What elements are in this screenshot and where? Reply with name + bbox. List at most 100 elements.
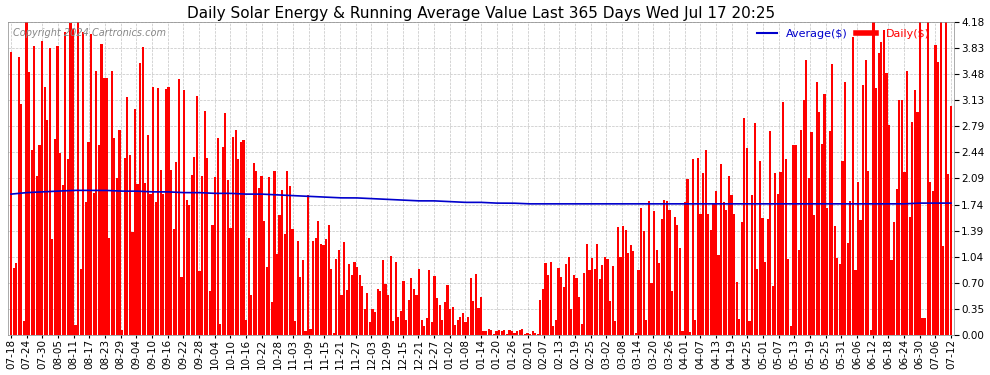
Title: Daily Solar Energy & Running Average Value Last 365 Days Wed Jul 17 20:25: Daily Solar Energy & Running Average Val… — [187, 6, 775, 21]
Bar — [459, 317, 461, 335]
Bar — [844, 82, 846, 335]
Bar — [890, 260, 893, 335]
Bar — [201, 176, 203, 335]
Bar — [919, 22, 921, 335]
Bar — [132, 232, 134, 335]
Bar — [795, 145, 797, 335]
Bar — [13, 268, 15, 335]
Bar — [230, 228, 232, 335]
Bar — [885, 73, 887, 335]
Bar — [544, 263, 546, 335]
Bar — [369, 322, 371, 335]
Bar — [278, 216, 281, 335]
Bar — [188, 204, 190, 335]
Bar — [310, 329, 312, 335]
Bar — [257, 188, 260, 335]
Bar — [911, 122, 914, 335]
Bar — [413, 289, 415, 335]
Bar — [64, 32, 66, 335]
Bar — [862, 86, 864, 335]
Bar — [222, 147, 224, 335]
Bar — [397, 316, 400, 335]
Bar — [540, 300, 542, 335]
Bar — [317, 221, 320, 335]
Bar — [785, 159, 787, 335]
Bar — [149, 194, 151, 335]
Bar — [268, 177, 270, 335]
Bar — [61, 186, 63, 335]
Bar — [743, 117, 745, 335]
Bar — [751, 195, 753, 335]
Bar — [159, 170, 162, 335]
Bar — [824, 94, 826, 335]
Bar — [341, 296, 343, 335]
Bar — [782, 102, 784, 335]
Bar — [291, 229, 294, 335]
Bar — [227, 180, 229, 335]
Bar — [431, 322, 433, 335]
Bar — [529, 333, 532, 335]
Bar — [766, 219, 768, 335]
Bar — [113, 138, 116, 335]
Bar — [464, 321, 466, 335]
Bar — [448, 309, 451, 335]
Bar — [758, 161, 761, 335]
Bar — [684, 202, 686, 335]
Bar — [508, 330, 511, 335]
Bar — [723, 202, 725, 335]
Bar — [769, 131, 771, 335]
Bar — [108, 238, 110, 335]
Bar — [562, 287, 564, 335]
Bar — [761, 218, 763, 335]
Bar — [100, 45, 103, 335]
Bar — [451, 307, 453, 335]
Bar — [872, 22, 874, 335]
Bar — [243, 140, 245, 335]
Bar — [777, 194, 779, 335]
Bar — [323, 245, 325, 335]
Bar — [877, 53, 880, 335]
Bar — [408, 300, 410, 335]
Bar — [180, 277, 182, 335]
Bar — [753, 123, 755, 335]
Bar — [805, 60, 808, 335]
Bar — [126, 97, 129, 335]
Bar — [599, 279, 601, 335]
Bar — [527, 333, 529, 335]
Bar — [718, 255, 720, 335]
Bar — [614, 321, 617, 335]
Bar — [924, 318, 927, 335]
Bar — [44, 87, 46, 335]
Bar — [537, 334, 539, 335]
Bar — [49, 48, 50, 335]
Bar — [15, 263, 17, 335]
Bar — [350, 275, 353, 335]
Bar — [255, 171, 257, 335]
Bar — [137, 184, 139, 335]
Bar — [235, 130, 237, 335]
Bar — [238, 159, 240, 335]
Bar — [366, 293, 368, 335]
Bar — [297, 241, 299, 335]
Bar — [532, 331, 534, 335]
Bar — [304, 331, 307, 335]
Bar — [147, 135, 149, 335]
Bar — [376, 289, 379, 335]
Bar — [692, 159, 694, 335]
Bar — [663, 200, 665, 335]
Bar — [643, 231, 644, 335]
Bar — [446, 285, 448, 335]
Bar — [694, 320, 696, 335]
Bar — [930, 182, 932, 335]
Bar — [857, 183, 859, 335]
Bar — [888, 125, 890, 335]
Bar — [482, 332, 485, 335]
Bar — [779, 172, 782, 335]
Bar — [252, 163, 254, 335]
Bar — [124, 158, 126, 335]
Bar — [488, 329, 490, 335]
Bar — [206, 158, 208, 335]
Bar — [731, 195, 733, 335]
Bar — [214, 177, 216, 335]
Bar — [312, 241, 314, 335]
